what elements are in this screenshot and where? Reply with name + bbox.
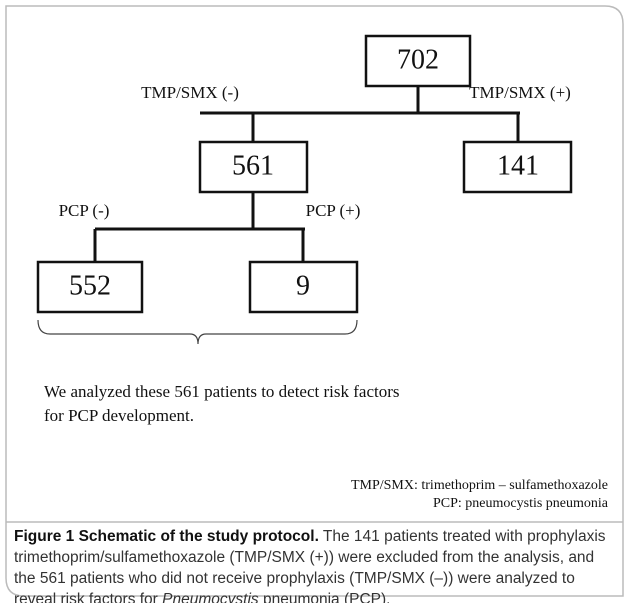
node-box bbox=[198, 140, 309, 194]
edge-label: PCP (+) bbox=[306, 201, 361, 220]
caption-text: The 141 patients treated with prophylaxi… bbox=[14, 528, 606, 603]
node-label: 141 bbox=[497, 150, 539, 181]
note-text: We analyzed these 561 patients to detect… bbox=[44, 382, 400, 401]
edge-label: PCP (-) bbox=[59, 201, 110, 220]
brace bbox=[37, 319, 358, 345]
node-box bbox=[462, 140, 573, 194]
frame bbox=[5, 5, 624, 597]
note-text: for PCP development. bbox=[44, 406, 194, 425]
caption: Figure 1 Schematic of the study protocol… bbox=[14, 526, 618, 603]
edge-label: TMP/SMX (+) bbox=[469, 83, 571, 102]
node-box bbox=[364, 34, 472, 88]
node-box bbox=[248, 260, 359, 314]
edge-label: TMP/SMX (-) bbox=[141, 83, 239, 102]
node-label: 561 bbox=[232, 150, 274, 181]
caption-title: Figure 1 Schematic of the study protocol… bbox=[14, 528, 319, 545]
caption-italic: Pneumocystis bbox=[162, 591, 259, 603]
node-box bbox=[36, 260, 144, 314]
legend-text: PCP: pneumocystis pneumonia bbox=[433, 496, 609, 511]
node-label: 552 bbox=[69, 270, 111, 301]
connector bbox=[200, 86, 520, 142]
connector bbox=[93, 192, 305, 262]
legend-text: TMP/SMX: trimethoprim – sulfamethoxazole bbox=[351, 478, 608, 493]
caption-text: pneumonia (PCP). bbox=[262, 591, 391, 603]
node-label: 702 bbox=[397, 44, 439, 75]
node-label: 9 bbox=[296, 270, 310, 301]
